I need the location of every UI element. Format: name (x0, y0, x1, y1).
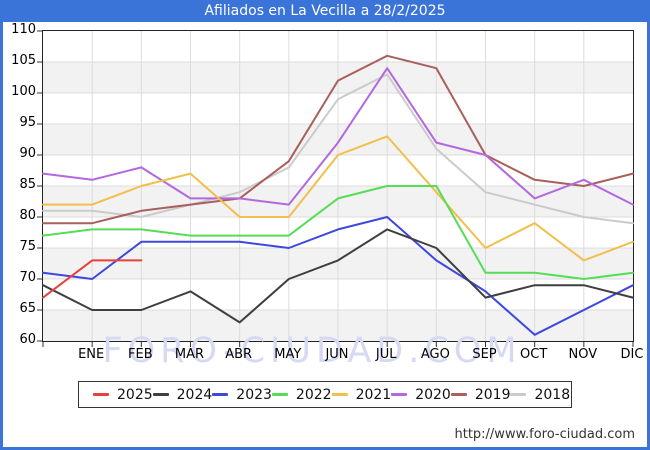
legend-label: 2024 (176, 386, 213, 403)
series-line-2021 (42, 135, 634, 262)
title-bar: Afiliados en La Vecilla a 28/2/2025 (0, 0, 650, 22)
x-axis-label-ABR: ABR (225, 347, 253, 362)
x-axis-label-OCT: OCT (520, 347, 548, 362)
y-axis-label-100: 100 (11, 84, 36, 99)
legend-item-2023: 2023 (212, 387, 272, 403)
series-line-2020 (42, 67, 634, 206)
legend-item-2019: 2019 (450, 386, 511, 403)
legend-swatch-2023 (212, 393, 229, 396)
x-axis-label-JUN: JUN (325, 347, 349, 362)
legend-label: 2021 (355, 386, 392, 403)
y-axis-label-80: 80 (19, 208, 36, 223)
window-frame-left (0, 0, 3, 450)
legend-label: 2022 (295, 386, 332, 403)
legend-item-2021: 2021 (331, 386, 392, 403)
x-axis-label-SEP: SEP (472, 347, 497, 362)
x-axis-label-DIC: DIC (620, 347, 644, 362)
series-line-2025 (42, 259, 143, 299)
legend-item-2020: 2020 (391, 387, 451, 403)
legend-swatch-2020 (391, 393, 408, 396)
series-line-2024 (42, 228, 634, 324)
y-axis-label-65: 65 (19, 301, 36, 316)
chart-canvas (37, 30, 634, 347)
series-line-2022 (42, 185, 634, 280)
legend-swatch-2022 (271, 393, 288, 396)
y-axis-label-60: 60 (19, 332, 36, 347)
x-axis-label-AGO: AGO (420, 347, 450, 362)
series-line-2018 (42, 73, 634, 225)
y-axis-label-90: 90 (19, 146, 36, 161)
y-axis-label-85: 85 (19, 177, 36, 192)
legend-item-2022: 2022 (271, 386, 332, 403)
legend-label: 2023 (236, 386, 272, 403)
x-axis-label-NOV: NOV (568, 347, 598, 362)
y-axis-label-75: 75 (19, 239, 36, 254)
x-axis-label-MAR: MAR (174, 347, 205, 362)
chart-title: Afiliados en La Vecilla a 28/2/2025 (204, 3, 446, 19)
y-axis-label-70: 70 (19, 270, 36, 285)
legend-item-2025: 2025 (93, 387, 153, 403)
legend-label: 2020 (415, 386, 451, 403)
x-axis-label-ENE: ENE (78, 347, 105, 362)
window-frame-bottom (0, 447, 650, 450)
legend-label: 2025 (117, 386, 153, 403)
y-axis-label-105: 105 (11, 53, 36, 68)
legend-swatch-2024 (152, 393, 169, 396)
legend-item-2024: 2024 (152, 386, 213, 403)
window-frame-right (647, 0, 650, 450)
plot-area (37, 30, 634, 347)
x-axis-label-MAY: MAY (274, 347, 302, 362)
x-axis-label-JUL: JUL (375, 347, 397, 362)
x-axis-label-FEB: FEB (128, 347, 153, 362)
legend-swatch-2021 (331, 393, 348, 396)
legend: 2025 2024 2023 2022 2021 2020 2019 2018 (78, 381, 572, 408)
legend-swatch-2025 (93, 393, 109, 396)
series-line-2023 (42, 216, 634, 336)
legend-item-2018: 2018 (510, 387, 570, 403)
footer-link[interactable]: http://www.foro-ciudad.com (454, 427, 635, 442)
legend-swatch-2019 (450, 393, 467, 396)
y-axis-label-95: 95 (19, 115, 36, 130)
y-axis-label-110: 110 (11, 22, 36, 37)
legend-label: 2018 (534, 386, 571, 403)
legend-swatch-2018 (510, 393, 527, 396)
legend-label: 2019 (474, 386, 511, 403)
series-line-2019 (42, 54, 634, 225)
